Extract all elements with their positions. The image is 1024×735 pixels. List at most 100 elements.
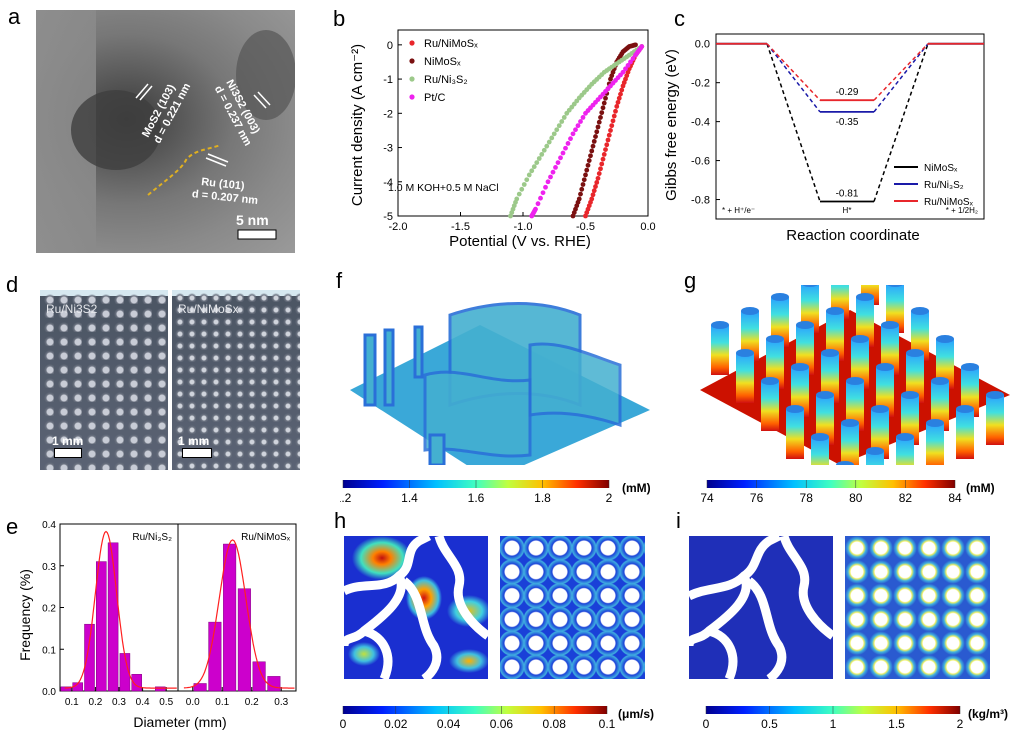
b-point xyxy=(519,186,525,192)
g-pillar-top xyxy=(881,321,899,329)
b-legend-marker xyxy=(409,40,415,46)
colorbar-tick-label: 0.1 xyxy=(599,717,616,731)
b-point xyxy=(613,108,618,114)
b-legend-marker xyxy=(409,58,415,64)
scalebar-d2 xyxy=(182,448,212,458)
simulation-g-pillars-3d xyxy=(700,285,1010,465)
c-transition xyxy=(766,43,821,101)
g-pillar xyxy=(736,353,754,403)
b-legend-label: Ru/NiMoSₓ xyxy=(424,38,478,50)
g-pillar-top xyxy=(926,419,944,427)
colorbar-tick-label: 0.02 xyxy=(384,717,408,731)
g-pillar-top xyxy=(856,293,874,301)
b-xtick-label: -1.5 xyxy=(451,221,470,233)
g-pillar-top xyxy=(786,405,804,413)
b-point xyxy=(535,201,541,207)
e-xtick-label: 0.4 xyxy=(136,697,150,708)
b-point xyxy=(521,182,527,187)
c-ytick-label: -0.2 xyxy=(691,78,710,90)
g-pillar xyxy=(761,381,779,431)
panel-letter-f: f xyxy=(336,268,343,293)
g-pillar xyxy=(871,409,889,459)
g-pillar xyxy=(741,311,759,361)
b-point xyxy=(609,123,615,129)
c-series-Ru/NiMoSx: -0.29 xyxy=(716,42,984,102)
g-pillar xyxy=(911,311,929,361)
b-point xyxy=(628,59,633,65)
g-pillar-top xyxy=(901,391,919,399)
colorbar-tick-label: 0.06 xyxy=(490,717,514,731)
i-solid-network xyxy=(689,536,833,679)
panel-letter-b: b xyxy=(333,6,346,31)
e-ytick-label: 0.1 xyxy=(42,645,56,656)
velocity-map-porous xyxy=(344,536,488,679)
b-point xyxy=(619,87,625,93)
colorbar-tick-label: 1 xyxy=(830,717,837,731)
e-subplot-Ru/Ni3S2: 0.1 0.2 0.3 0.4 0.5 Ru/Ni₃S₂ xyxy=(60,530,177,708)
label-ru-d: d = 0.207 nm xyxy=(191,188,258,207)
electrolyte-annotation: 1.0 M KOH+0.5 M NaCl xyxy=(388,182,499,194)
b-point xyxy=(549,135,555,141)
b-ytick-label: -3 xyxy=(383,143,393,155)
b-point xyxy=(606,132,612,138)
b-point xyxy=(560,150,566,156)
e-xtick-label: 0.1 xyxy=(215,697,229,708)
e-ytick-label: 0.2 xyxy=(42,604,56,615)
b-point xyxy=(594,180,600,185)
b-point xyxy=(594,129,600,135)
b-xlabel: Potential (V vs. RHE) xyxy=(449,233,591,250)
colorbar-h-unit: (μm/s) xyxy=(618,707,654,721)
colorbar-tick-label: 76 xyxy=(750,491,764,505)
g-pillar xyxy=(936,339,954,389)
colorbar-g: 74 76 78 80 82 84 (mM) xyxy=(700,480,995,505)
b-point xyxy=(599,110,605,116)
g-pillar xyxy=(821,353,839,403)
b-point xyxy=(608,76,613,82)
density-map-pillars xyxy=(845,536,990,679)
b-point xyxy=(543,184,548,190)
g-pillar-top xyxy=(736,349,754,357)
g-pillar xyxy=(851,339,869,389)
b-legend-marker xyxy=(409,76,415,82)
b-point xyxy=(591,138,597,144)
b-point xyxy=(590,143,596,149)
b-point xyxy=(618,91,623,97)
panel-letter-c: c xyxy=(674,6,685,31)
b-point xyxy=(573,127,578,133)
e-bar xyxy=(96,561,107,692)
g-pillar xyxy=(896,437,914,465)
c-legend-label: Ru/NiMoSₓ xyxy=(924,197,974,208)
c-legend-label: Ru/Ni₃S₂ xyxy=(924,180,964,191)
e-xtick-label: 0.1 xyxy=(65,697,79,708)
g-pillar xyxy=(956,409,974,459)
b-point xyxy=(598,166,603,172)
e-bar xyxy=(107,542,119,692)
g-pillar-top xyxy=(761,377,779,385)
label-ru-nimosx: Ru/NiMoSx xyxy=(178,302,239,316)
b-point xyxy=(583,172,588,178)
colorbar-g-gradient xyxy=(707,480,955,488)
scalebar-a xyxy=(237,229,277,240)
c-ytick-label: -0.8 xyxy=(691,195,710,207)
c-transition xyxy=(873,43,929,101)
c-series-Ru/Ni3S2: -0.35 xyxy=(716,42,984,128)
g-pillar-top xyxy=(811,433,829,441)
colorbar-tick-label: 82 xyxy=(899,491,913,505)
b-ytick-label: -1 xyxy=(383,74,393,86)
b-point xyxy=(614,104,620,109)
b-point xyxy=(580,182,586,187)
b-point xyxy=(615,99,621,105)
b-point xyxy=(591,188,597,194)
g-pillar xyxy=(876,367,894,417)
g-pillar xyxy=(786,409,804,459)
b-point xyxy=(556,123,562,129)
b-point xyxy=(550,169,556,175)
e-ytick-label: 0.0 xyxy=(42,687,56,698)
b-point xyxy=(570,213,576,219)
c-transition xyxy=(766,43,821,113)
b-point xyxy=(548,174,553,180)
colorbar-tick-label: 0.5 xyxy=(761,717,778,731)
c-legend-label: NiMoSₓ xyxy=(924,163,958,174)
colorbar-tick-label: 74 xyxy=(700,491,714,505)
g-pillar-top xyxy=(986,391,1004,399)
